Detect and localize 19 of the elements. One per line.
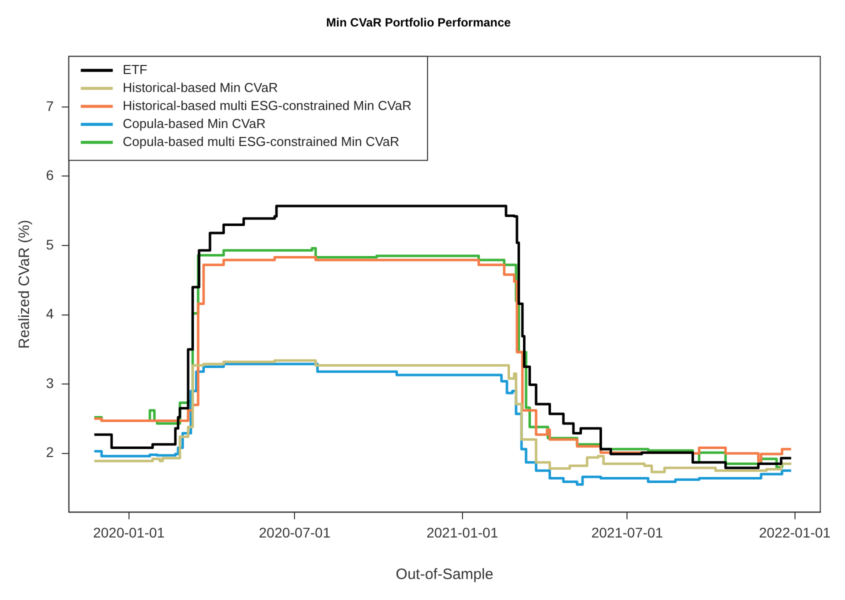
legend-label: Copula-based Min CVaR	[122, 116, 266, 131]
x-tick-label: 2020-07-01	[258, 524, 331, 540]
legend-label: Copula-based multi ESG-constrained Min CVaR	[122, 134, 400, 149]
y-tick-label: 6	[46, 167, 54, 184]
legend-label: Historical-based Min CVaR	[122, 80, 278, 95]
y-tick-label: 5	[46, 236, 54, 252]
chart-title: Min CVaR Portfolio Performance	[326, 16, 512, 30]
x-tick-label: 2021-01-01	[426, 524, 498, 540]
y-tick-label: 3	[46, 374, 54, 391]
y-axis-title: Realized CVaR (%)	[16, 220, 34, 349]
legend-label: ETF	[122, 62, 148, 77]
x-tick-label: 2020-01-01	[93, 524, 165, 540]
legend-label: Historical-based multi ESG-constrained Min CVaR	[122, 98, 412, 113]
y-tick-label: 4	[46, 306, 54, 322]
x-tick-label: 2021-07-01	[591, 524, 664, 540]
y-tick-label: 7	[46, 98, 54, 114]
x-axis-title: Out-of-Sample	[396, 566, 494, 584]
y-tick-label: 2	[46, 444, 54, 460]
x-tick-label: 2022-01-01	[758, 524, 831, 540]
